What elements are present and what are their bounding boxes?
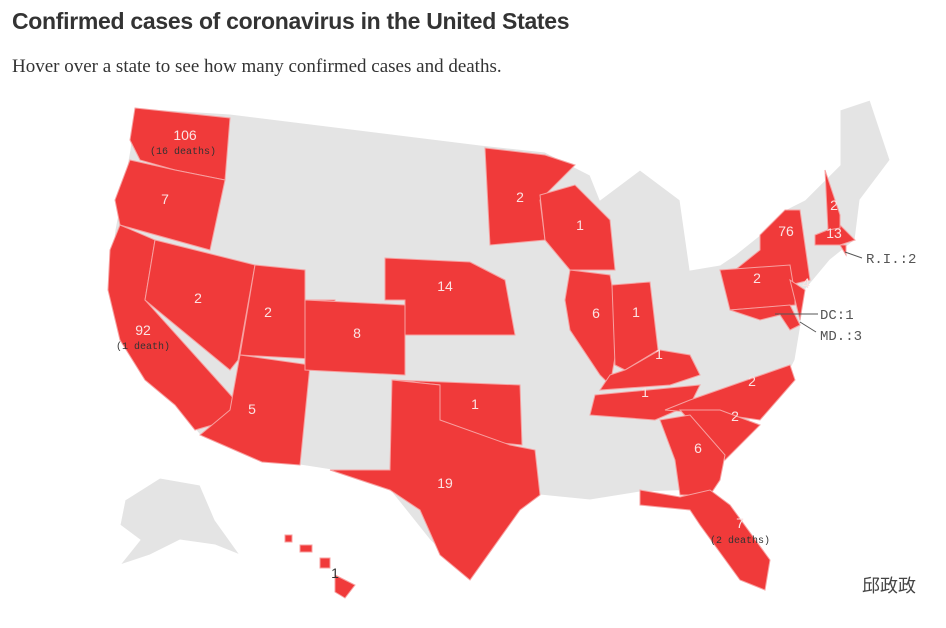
state-FL[interactable] (639, 489, 771, 591)
case-count-AZ: 5 (248, 401, 256, 417)
md-callout-line (799, 321, 817, 333)
case-count-SC: 2 (731, 408, 739, 424)
case-count-NV: 2 (194, 290, 202, 306)
case-count-TN: 1 (641, 384, 649, 400)
state-RI[interactable] (839, 244, 847, 257)
case-count-FL: 7 (736, 515, 744, 531)
watermark: 邱政政 (862, 576, 916, 596)
death-count-WA: (16 deaths) (150, 146, 216, 158)
case-count-MA: 13 (826, 225, 842, 241)
case-count-TX: 19 (437, 475, 453, 491)
state-MD[interactable] (729, 304, 801, 331)
case-count-GA: 6 (694, 440, 702, 456)
state-NV[interactable] (144, 239, 256, 371)
state-TX[interactable] (329, 379, 541, 581)
case-count-WA: 106 (173, 127, 197, 143)
case-count-WI: 1 (576, 217, 584, 233)
case-count-PA: 2 (753, 270, 761, 286)
map-subtitle: Hover over a state to see how many confi… (12, 56, 502, 77)
dc-callout: DC:1 (820, 308, 854, 324)
case-count-NH: 2 (830, 197, 838, 213)
state-HI[interactable] (284, 534, 356, 599)
ri-callout-line (844, 251, 863, 259)
case-count-MN: 2 (516, 189, 524, 205)
death-count-FL: (2 deaths) (710, 535, 770, 547)
state-CO[interactable] (304, 299, 406, 376)
state-NJ[interactable] (789, 278, 806, 321)
state-MN[interactable] (484, 147, 576, 246)
state-KY[interactable] (599, 349, 701, 391)
case-count-HI: 1 (331, 565, 339, 581)
state-OR[interactable] (114, 159, 226, 251)
state-NH[interactable] (824, 169, 841, 231)
case-count-OR: 7 (161, 191, 169, 207)
state-TN[interactable] (589, 384, 701, 421)
state-IL[interactable] (564, 269, 621, 387)
md-callout: MD.:3 (820, 329, 862, 345)
case-count-NC: 2 (748, 373, 756, 389)
case-count-NE: 14 (437, 278, 453, 294)
state-NE[interactable] (384, 257, 516, 336)
ri-callout: R.I.:2 (866, 252, 916, 268)
case-count-CA: 92 (135, 322, 151, 338)
state-GA[interactable] (659, 414, 726, 496)
case-count-KY: 1 (655, 346, 663, 362)
case-count-UT: 2 (264, 304, 272, 320)
case-count-IL: 6 (592, 305, 600, 321)
map-title: Confirmed cases of coronavirus in the Un… (12, 8, 570, 34)
death-count-CA: (1 death) (116, 341, 170, 353)
case-count-NJ: 4 (802, 275, 810, 291)
state-AK (118, 477, 242, 567)
case-count-IN: 1 (632, 304, 640, 320)
case-count-NY: 76 (778, 223, 794, 239)
case-count-CO: 8 (353, 325, 361, 341)
state-WI[interactable] (539, 184, 616, 271)
case-count-OK: 1 (471, 396, 479, 412)
